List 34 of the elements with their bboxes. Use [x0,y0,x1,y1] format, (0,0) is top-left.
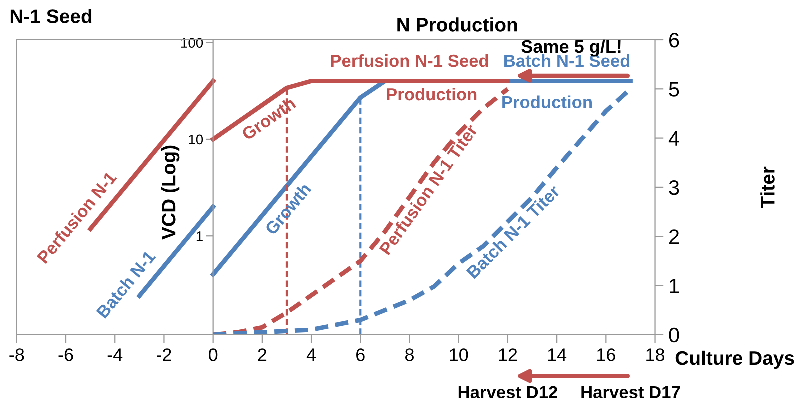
series-label: Perfusion N-1 Seed [331,54,488,68]
x-tick-label: 6 [356,348,365,362]
text: Harvest D17 [582,386,680,399]
y2-axis-title: Titer [760,166,775,208]
x-axis-title: Culture Days [676,350,794,370]
annotation: Production [502,96,592,109]
y-axis-title: VCD (Log) [161,146,180,240]
x-tick-label: 14 [548,348,567,362]
y2-tick-label: 2 [670,230,680,244]
x-tick-label: -6 [58,348,74,362]
x-tick-label: 2 [258,348,267,362]
y2-tick-label: 5 [669,82,680,97]
y-tick-label: 10 [189,134,204,145]
x-tick-label: 10 [450,348,468,362]
x-tick-label: 18 [646,348,665,362]
chart-title: N Production [398,18,518,32]
x-tick-label: 12 [499,348,518,362]
series-label: Batch N-1 Seed [504,54,630,68]
x-tick-label: 4 [306,348,316,362]
x-tick-label: 16 [598,348,616,362]
y2-tick-label: 4 [668,132,680,146]
text: Harvest D12 [458,386,558,399]
x-tick-label: -2 [156,348,172,362]
x-tick-label: 8 [406,348,414,362]
y2-tick-label: 1 [670,278,680,294]
y-tick-label: 1 [196,232,203,242]
y2-tick-label: 6 [670,32,680,48]
x-tick-label: -8 [10,348,24,362]
x-tick-label: -4 [108,348,123,362]
text: N-1 Seed [10,9,92,24]
y2-tick-label: 3 [669,180,680,196]
y2-tick-label: 0 [669,328,680,343]
annotation: Production [387,88,477,101]
x-tick-label: 0 [209,348,218,362]
